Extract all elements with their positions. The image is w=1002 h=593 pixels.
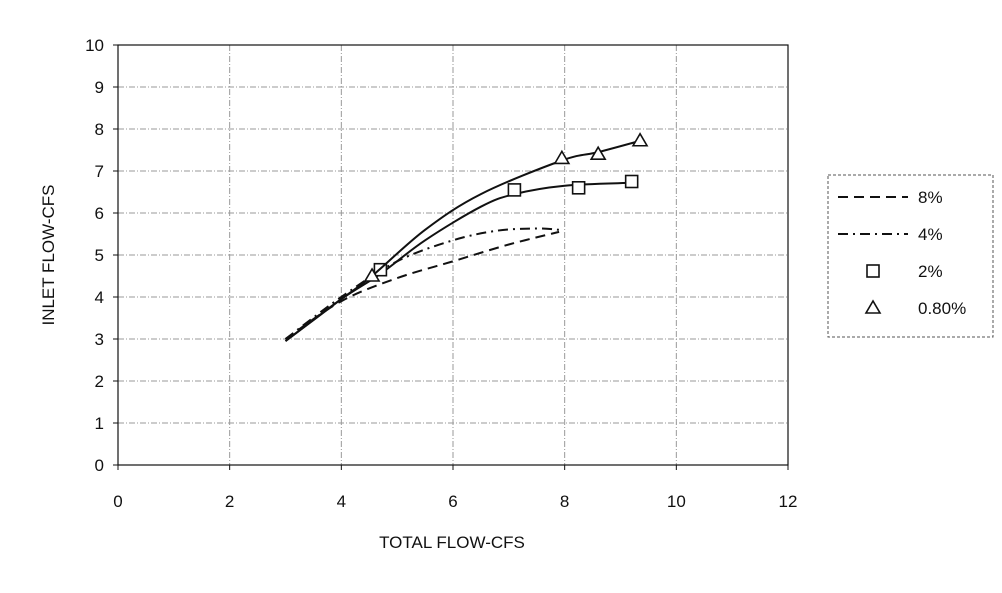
data-point-triangle	[631, 132, 649, 147]
series-4	[284, 132, 649, 342]
y-tick-label: 0	[95, 456, 104, 475]
x-tick-label: 2	[225, 492, 234, 511]
data-point-square	[624, 174, 639, 189]
legend-item: 2%	[866, 262, 943, 281]
legend-box	[827, 174, 994, 338]
legend-item: 0.80%	[864, 299, 966, 318]
x-tick-label: 8	[560, 492, 569, 511]
y-tick-label: 4	[95, 288, 104, 307]
x-tick-label: 10	[667, 492, 686, 511]
series-line	[284, 230, 560, 340]
series-2	[284, 227, 560, 340]
legend: 8% 4% 2% 0.80%	[827, 174, 994, 338]
y-tick-label: 6	[95, 204, 104, 223]
data-point-square	[571, 181, 586, 195]
grid-layer	[118, 44, 789, 465]
y-tick-label: 2	[95, 372, 104, 391]
y-tick-label: 8	[95, 120, 104, 139]
y-tick-label: 9	[95, 78, 104, 97]
legend-label: 4%	[918, 225, 943, 244]
y-tick-label: 10	[85, 36, 104, 55]
y-tick-label: 7	[95, 162, 104, 181]
series-fit-line	[284, 139, 641, 342]
data-point-triangle	[553, 149, 571, 165]
legend-item: 4%	[838, 225, 943, 244]
legend-marker-swatch	[866, 264, 880, 278]
x-tick-label: 6	[448, 492, 457, 511]
x-tick-label: 4	[337, 492, 346, 511]
legend-marker-swatch	[864, 299, 882, 314]
data-point-triangle	[589, 145, 607, 160]
x-tick-label: 12	[779, 492, 798, 511]
y-tick-label: 3	[95, 330, 104, 349]
data-point-square	[507, 183, 522, 197]
y-axis-title: INLET FLOW-CFS	[39, 184, 58, 325]
data-point-triangle	[363, 267, 381, 282]
series-1	[284, 230, 560, 340]
y-tick-label: 5	[95, 246, 104, 265]
x-axis-title: TOTAL FLOW-CFS	[379, 533, 525, 552]
y-tick-label: 1	[95, 414, 104, 433]
legend-item: 8%	[838, 188, 943, 207]
legend-label: 0.80%	[918, 299, 966, 318]
series-layer	[284, 132, 649, 342]
legend-label: 2%	[918, 262, 943, 281]
legend-label: 8%	[918, 188, 943, 207]
x-tick-label: 0	[113, 492, 122, 511]
series-line	[284, 227, 560, 340]
